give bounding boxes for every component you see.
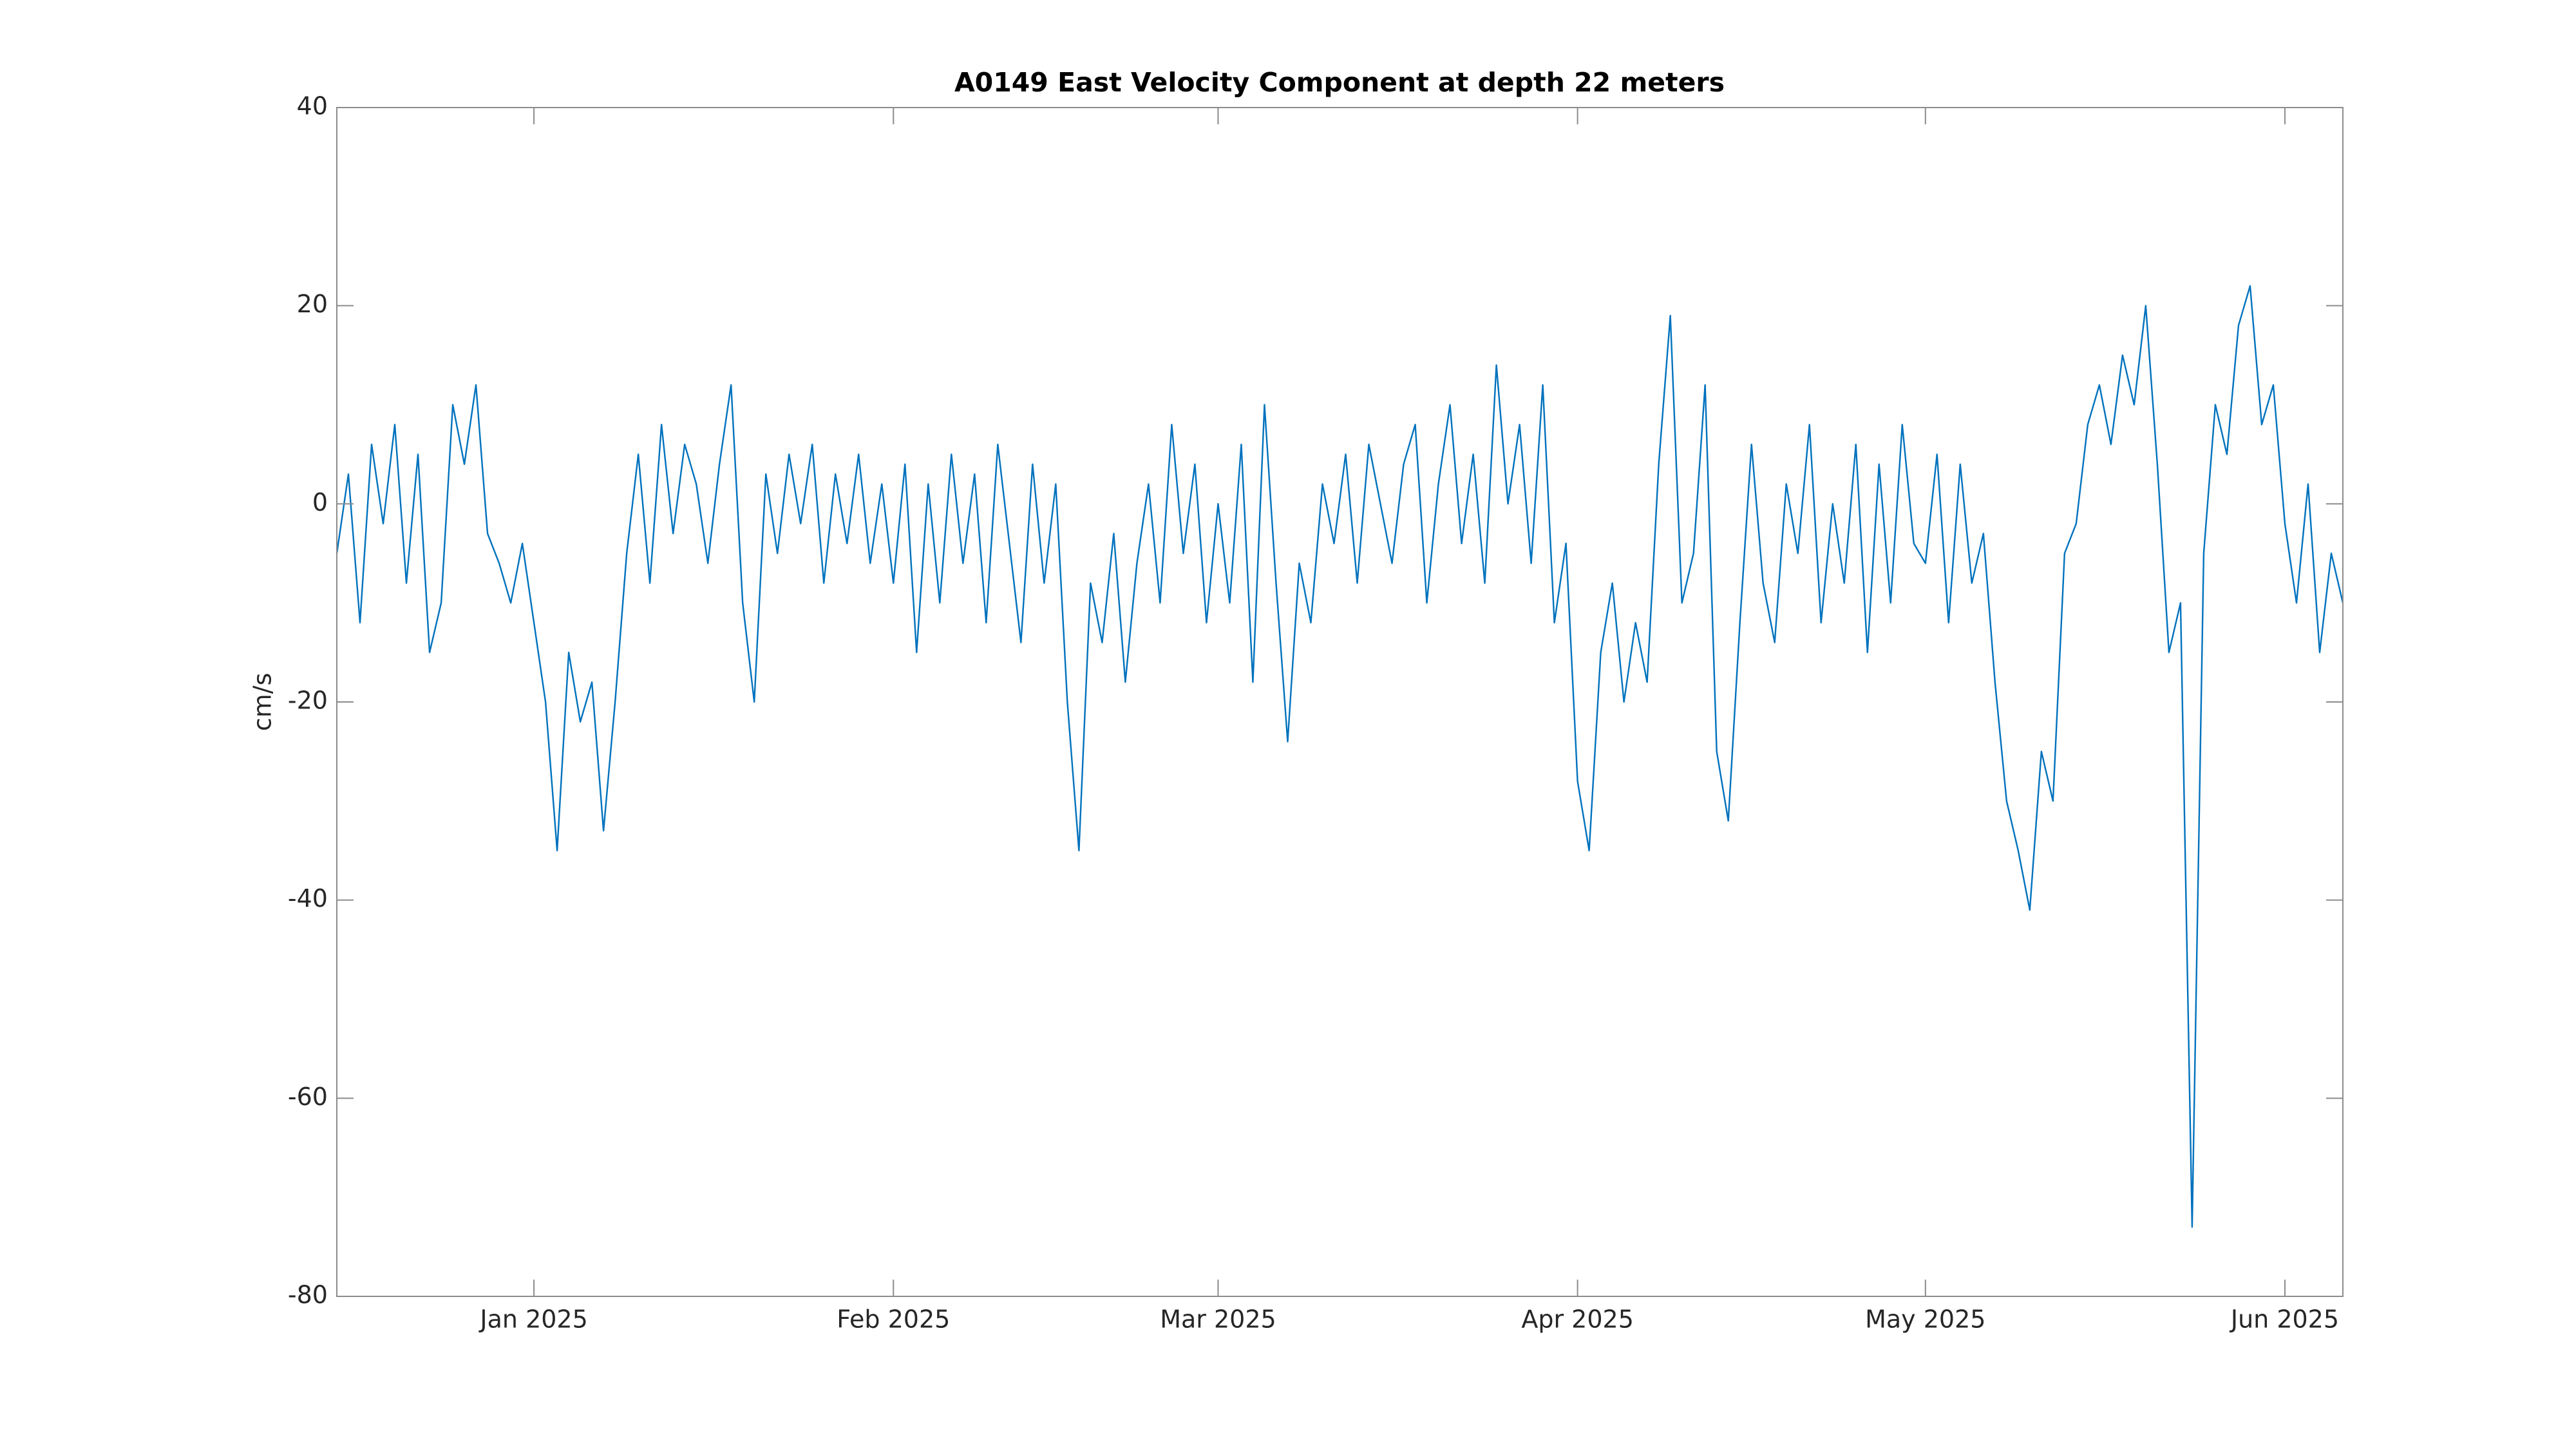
plot-box xyxy=(336,107,2344,1297)
x-tick-label: Jun 2025 xyxy=(2230,1305,2339,1334)
chart-title: A0149 East Velocity Component at depth 2… xyxy=(954,67,1725,98)
x-tick-label: Jan 2025 xyxy=(478,1305,587,1334)
y-tick-label: -60 xyxy=(288,1083,328,1111)
x-tick-label: Feb 2025 xyxy=(837,1305,950,1334)
y-tick-label: 20 xyxy=(297,290,328,318)
x-tick-label: May 2025 xyxy=(1865,1305,1985,1334)
x-tick-label: Mar 2025 xyxy=(1160,1305,1276,1334)
y-tick-label: -40 xyxy=(288,884,328,913)
data-line xyxy=(336,285,2344,1228)
y-tick-label: 40 xyxy=(297,92,328,120)
x-tick-label: Apr 2025 xyxy=(1521,1305,1634,1334)
y-tick-label: 0 xyxy=(312,488,328,516)
y-axis-label: cm/s xyxy=(249,673,277,732)
y-tick-label: -20 xyxy=(288,687,328,715)
y-tick-label: -80 xyxy=(288,1281,328,1309)
